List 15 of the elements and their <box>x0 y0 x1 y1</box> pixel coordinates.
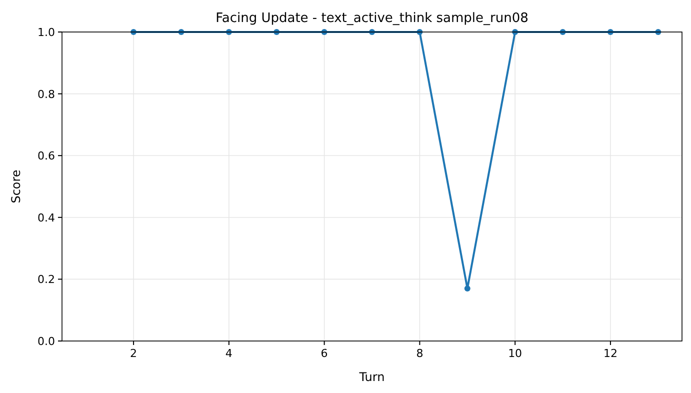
y-tick-label: 0.8 <box>38 88 55 101</box>
y-tick-label: 1.0 <box>38 26 55 39</box>
x-tick-label: 12 <box>603 347 618 360</box>
y-tick-label: 0.4 <box>38 211 55 224</box>
x-tick-label: 8 <box>416 347 424 360</box>
x-tick-label: 2 <box>130 347 138 360</box>
y-tick-label: 0.0 <box>38 335 55 348</box>
y-tick-label: 0.2 <box>38 273 55 286</box>
x-tick-label: 10 <box>508 347 522 360</box>
x-axis-title: Turn <box>358 370 385 384</box>
x-tick-label: 4 <box>225 347 232 360</box>
chart-title: Facing Update - text_active_think sample_run08 <box>216 11 528 26</box>
y-axis-title: Score <box>9 170 23 204</box>
x-tick-label: 6 <box>320 347 328 360</box>
y-tick-label: 0.6 <box>38 150 55 163</box>
